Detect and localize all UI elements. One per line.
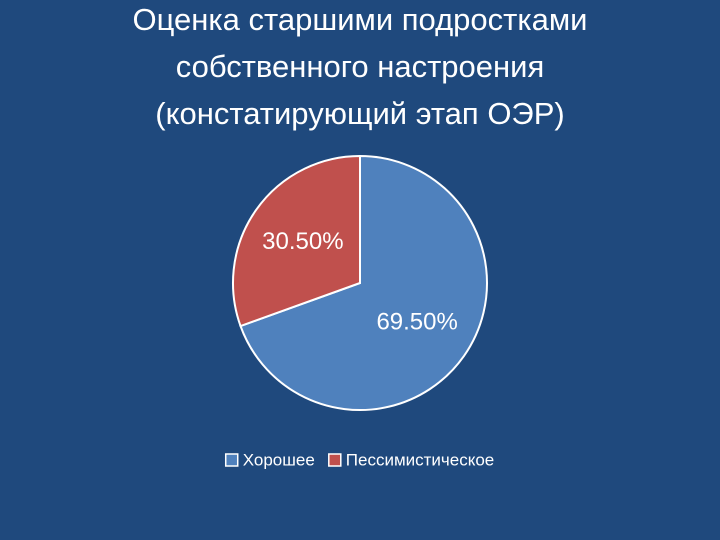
data-label: 30.50% — [262, 228, 343, 255]
legend-label: Пессимистическое — [346, 450, 494, 469]
pie-slice — [232, 154, 361, 328]
pie-slice — [239, 154, 488, 411]
chart-title: (констатирующий этап ОЭР) — [155, 96, 564, 131]
legend-label: Хорошее — [243, 450, 315, 469]
chart-title: Оценка старшими подростками — [133, 2, 588, 37]
legend-swatch — [328, 453, 342, 467]
legend-swatch — [224, 453, 239, 467]
data-label: 69.50% — [376, 309, 457, 336]
chart-title: собственного настроения — [176, 49, 545, 84]
